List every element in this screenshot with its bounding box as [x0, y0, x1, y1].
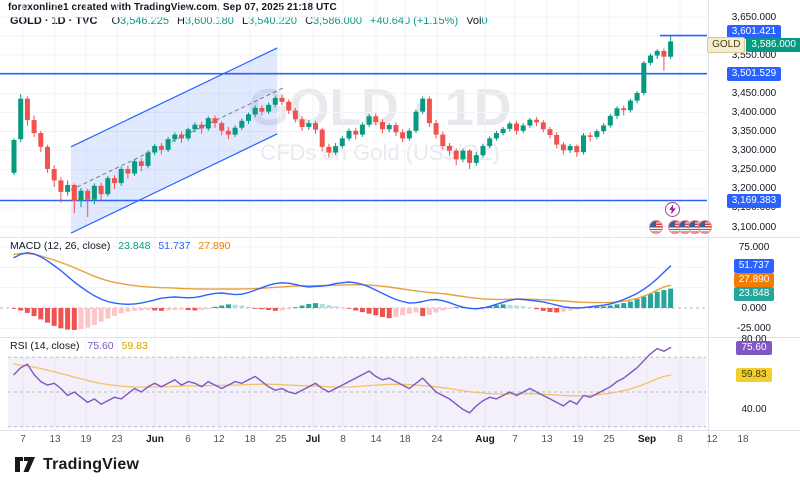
- date-tick: Sep: [637, 434, 657, 445]
- change-value: +40.640 (+1.15%): [370, 15, 459, 27]
- open-value: 3,546.225: [120, 15, 169, 27]
- macd-badge: 27.890: [708, 273, 800, 288]
- price-badge-value: 3,601.421: [726, 24, 782, 39]
- flag-icon[interactable]: [669, 221, 681, 233]
- open-label: O: [111, 15, 121, 27]
- close-value: 3,586.000: [313, 15, 362, 27]
- macd-signal-value: 27.890: [198, 240, 231, 252]
- date-tick: Aug: [475, 434, 495, 445]
- price-badge: 3,169.383: [708, 193, 800, 208]
- macd-tick: -25.000: [737, 322, 771, 334]
- price-badge: GOLD 3,586.000: [707, 37, 800, 54]
- high-value: 3,600.180: [184, 15, 234, 27]
- macd-tick: 75.000: [738, 241, 770, 253]
- tradingview-logo-text: TradingView: [43, 455, 140, 473]
- price-tick: 3,450.000: [731, 87, 777, 99]
- symbol-tag: GOLD: [707, 37, 746, 54]
- macd-badge-value: 23.848: [733, 286, 775, 301]
- lightning-bolt-glyph: [669, 204, 676, 215]
- price-tick: 3,550.000: [731, 49, 777, 61]
- flag-icon[interactable]: [699, 221, 711, 233]
- date-tick: 19: [80, 434, 92, 445]
- low-label: L: [241, 15, 249, 27]
- flag-icon[interactable]: [650, 221, 662, 233]
- price-tick: 3,350.000: [731, 126, 777, 138]
- rsi-tick: 80.00: [741, 334, 767, 346]
- macd-title[interactable]: MACD (12, 26, close): [10, 240, 111, 252]
- macd-tick: 0.000: [741, 302, 767, 314]
- volume-label: Vol: [466, 15, 482, 27]
- macd-legend: MACD (12, 26, close) 23.848 51.737 27.89…: [10, 240, 231, 252]
- macd-badge: 23.848: [708, 286, 800, 301]
- date-tick: Jun: [146, 434, 164, 445]
- macd-line-value: 51.737: [158, 240, 191, 252]
- date-tick: 8: [677, 434, 683, 445]
- price-tick: 3,250.000: [731, 164, 777, 176]
- date-tick: 12: [706, 434, 718, 445]
- price-badge-value: 3,501.529: [726, 66, 782, 81]
- macd-badge-value: 27.890: [733, 273, 775, 288]
- price-badge-value: 3,586.000: [746, 38, 800, 53]
- rsi-badge-value: 75.60: [736, 340, 772, 355]
- high-label: H: [177, 15, 185, 27]
- date-tick: Jul: [305, 434, 321, 445]
- macd-hist-value: 23.848: [118, 240, 151, 252]
- rsi-tick: 40.00: [741, 403, 767, 415]
- date-tick: 19: [572, 434, 584, 445]
- price-tick: 3,650.000: [731, 11, 777, 23]
- price-tick: 3,200.000: [731, 183, 777, 195]
- macd-badge: 51.737: [708, 258, 800, 273]
- price-tick: 3,100.000: [731, 221, 777, 233]
- rsi-badge-value: 59.83: [736, 367, 772, 382]
- price-badge-value: 3,169.383: [726, 193, 782, 208]
- date-tick: 18: [399, 434, 411, 445]
- date-tick: 13: [49, 434, 61, 445]
- date-tick: 7: [512, 434, 518, 445]
- rsi-title[interactable]: RSI (14, close): [10, 340, 80, 352]
- rsi-badge: 75.60: [708, 340, 800, 355]
- price-tick: 3,150.000: [731, 202, 777, 214]
- macd-badge-value: 51.737: [733, 258, 775, 273]
- flag-icon[interactable]: [689, 221, 701, 233]
- rsi-badge: 59.83: [708, 367, 800, 382]
- close-label: C: [305, 15, 314, 27]
- lightning-icon[interactable]: [665, 202, 680, 217]
- rsi-ma-value: 59.83: [121, 340, 148, 352]
- date-tick: 18: [244, 434, 256, 445]
- date-tick: 25: [275, 434, 287, 445]
- date-tick: 12: [213, 434, 225, 445]
- tradingview-logo-icon: [15, 457, 35, 472]
- symbol-title[interactable]: GOLD · 1D · TVC: [10, 15, 98, 27]
- date-tick: 13: [541, 434, 553, 445]
- date-tick: 25: [603, 434, 615, 445]
- date-tick: 14: [370, 434, 382, 445]
- date-tick: 7: [20, 434, 26, 445]
- tradingview-logo[interactable]: TradingView: [14, 455, 139, 474]
- rsi-value: 75.60: [87, 340, 114, 352]
- flag-icon[interactable]: [679, 221, 691, 233]
- date-tick: 8: [340, 434, 346, 445]
- date-tick: 24: [431, 434, 443, 445]
- rsi-legend: RSI (14, close) 75.60 59.83: [10, 340, 148, 352]
- attribution-text: forexonline1 created with TradingView.co…: [8, 2, 337, 13]
- price-badge: 3,501.529: [708, 66, 800, 81]
- price-tick: 3,300.000: [731, 145, 777, 157]
- date-tick: 23: [111, 434, 123, 445]
- price-badge: 3,601.421: [708, 24, 800, 39]
- date-tick: 18: [737, 434, 749, 445]
- low-value: 3,540.220: [248, 15, 298, 27]
- date-tick: 6: [185, 434, 191, 445]
- price-tick: 3,400.000: [731, 106, 777, 118]
